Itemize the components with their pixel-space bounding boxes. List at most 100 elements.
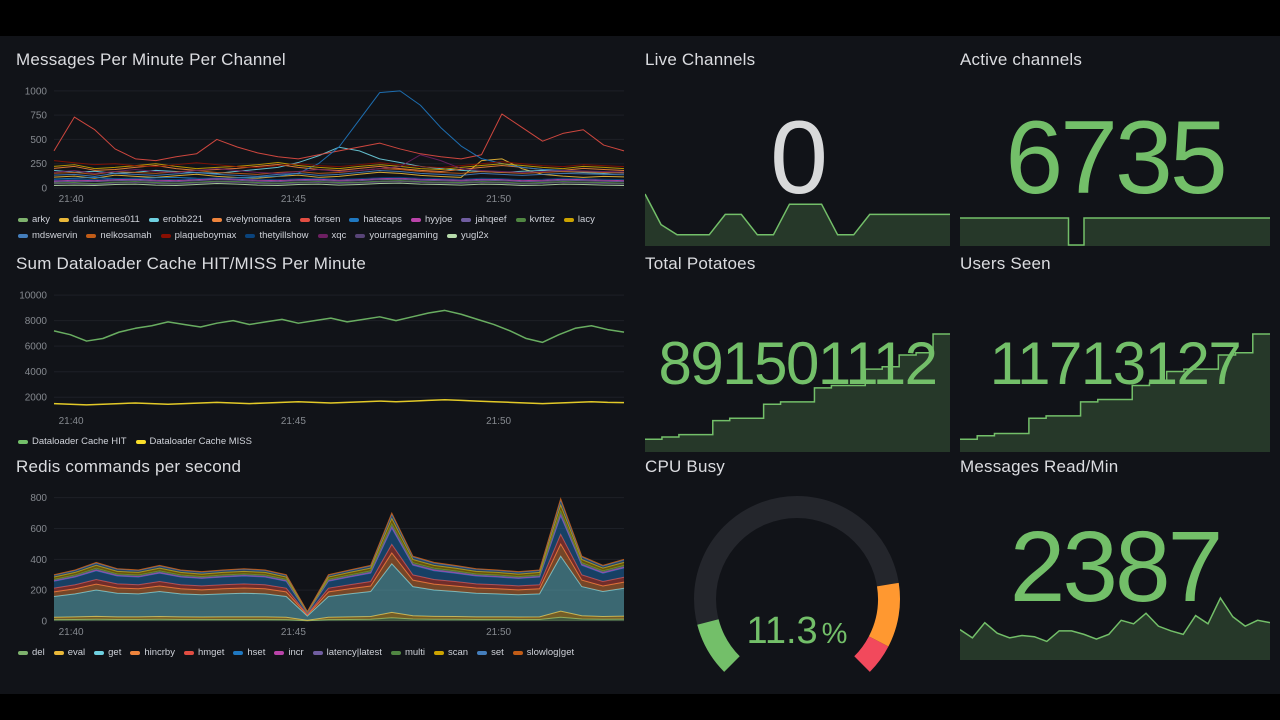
live-channels-value: 0	[770, 100, 828, 216]
legend-label: kvrtez	[529, 214, 555, 225]
active-channels-sparkline	[960, 217, 1270, 246]
svg-text:10000: 10000	[19, 291, 47, 302]
legend-item[interactable]: yourragegaming	[355, 230, 438, 241]
legend-item[interactable]: slowlog|get	[512, 647, 574, 658]
legend-color-dot	[312, 650, 323, 655]
svg-text:6000: 6000	[25, 342, 48, 353]
svg-text:500: 500	[30, 135, 47, 146]
panel-title-users-seen[interactable]: Users Seen	[960, 254, 1051, 273]
redis-chart: 800 600 400 200 0 21:40 21:45 21:50	[30, 493, 625, 638]
legend-label: latency|latest	[326, 647, 382, 658]
legend-item[interactable]: xqc	[317, 230, 347, 241]
legend-label: yugl2x	[461, 230, 489, 241]
panel-title-messages[interactable]: Messages Per Minute Per Channel	[16, 50, 286, 69]
legend-label: eval	[67, 647, 86, 658]
active-channels-value: 6735	[1005, 100, 1227, 216]
legend-color-dot	[461, 217, 472, 222]
messages-read-value: 2387	[1009, 511, 1223, 623]
legend-item[interactable]: thetyillshow	[245, 230, 309, 241]
legend-item[interactable]: hmget	[183, 647, 224, 658]
svg-text:4000: 4000	[25, 367, 48, 378]
legend-label: hincrby	[144, 647, 175, 658]
legend-item[interactable]: multi	[390, 647, 425, 658]
legend-color-dot	[355, 233, 366, 238]
legend-item[interactable]: mdswervin	[18, 230, 77, 241]
panel-title-active-channels[interactable]: Active channels	[960, 50, 1083, 69]
legend-item[interactable]: hset	[233, 647, 265, 658]
legend-item[interactable]: lacy	[563, 214, 595, 225]
legend-label: erobb221	[162, 214, 203, 225]
legend-label: nelkosamah	[100, 230, 152, 241]
svg-text:200: 200	[30, 586, 47, 597]
svg-text:0: 0	[41, 617, 47, 628]
legend-item[interactable]: Dataloader Cache HIT	[18, 436, 127, 447]
legend-item[interactable]: arky	[18, 214, 50, 225]
legend-item[interactable]: Dataloader Cache MISS	[135, 436, 252, 447]
panel-title-messages-read[interactable]: Messages Read/Min	[960, 457, 1119, 476]
panel-title-total-potatoes[interactable]: Total Potatoes	[645, 254, 756, 273]
legend-item[interactable]: hatecaps	[349, 214, 402, 225]
legend-item[interactable]: plaqueboymax	[160, 230, 237, 241]
legend-item[interactable]: evelynomadera	[212, 214, 291, 225]
legend-color-dot	[390, 650, 401, 655]
legend-item[interactable]: hyyjoe	[410, 214, 452, 225]
legend-item[interactable]: dankmemes011	[58, 214, 140, 225]
legend-label: get	[108, 647, 122, 658]
panel-title-cache[interactable]: Sum Dataloader Cache HIT/MISS Per Minute	[16, 254, 367, 273]
svg-text:21:40: 21:40	[59, 194, 84, 204]
total-potatoes-sparkline	[645, 333, 950, 452]
legend-item[interactable]: kvrtez	[515, 214, 555, 225]
legend-item[interactable]: del	[18, 647, 45, 658]
legend-color-dot	[160, 233, 171, 238]
svg-text:11.3%: 11.3%	[747, 610, 848, 652]
panel-messages-read: Messages Read/Min 2387	[960, 455, 1270, 660]
panel-cpu-busy: CPU Busy 11.3%	[645, 455, 950, 675]
legend-item[interactable]: set	[477, 647, 504, 658]
users-seen-sparkline	[960, 333, 1270, 452]
legend-color-dot	[212, 217, 222, 222]
svg-text:8000: 8000	[25, 316, 48, 327]
redis-legend: del eval get hincrby hmget hset incr latency|la…	[16, 647, 628, 658]
legend-item[interactable]: get	[94, 647, 121, 658]
panel-messages-per-minute: Messages Per Minute Per Channel 1000 750 5…	[16, 48, 628, 248]
legend-item[interactable]: latency|latest	[312, 647, 382, 658]
legend-color-dot	[183, 650, 194, 655]
legend-color-dot	[58, 217, 69, 222]
legend-item[interactable]: eval	[53, 647, 86, 658]
panel-title-cpu-busy[interactable]: CPU Busy	[645, 457, 726, 476]
svg-text:750: 750	[30, 111, 47, 122]
legend-color-dot	[18, 650, 28, 655]
legend-item[interactable]: hincrby	[130, 647, 175, 658]
cache-legend: Dataloader Cache HIT Dataloader Cache MIS…	[16, 436, 628, 447]
legend-item[interactable]: yugl2x	[447, 230, 488, 241]
legend-label: set	[491, 647, 504, 658]
legend-color-dot	[135, 439, 146, 444]
legend-label: lacy	[577, 214, 595, 225]
legend-item[interactable]: forsen	[299, 214, 341, 225]
messages-read-sparkline	[960, 596, 1270, 660]
legend-label: plaqueboymax	[174, 230, 237, 241]
svg-text:1000: 1000	[25, 86, 48, 97]
panel-title-live-channels[interactable]: Live Channels	[645, 50, 756, 69]
dashboard-background	[0, 36, 1280, 694]
panel-redis-commands: Redis commands per second 800 600 400 200 0 2…	[16, 455, 628, 660]
svg-text:21:40: 21:40	[59, 416, 84, 426]
legend-color-dot	[130, 650, 141, 655]
svg-text:21:40: 21:40	[59, 627, 84, 637]
legend-item[interactable]: nelkosamah	[86, 230, 152, 241]
legend-item[interactable]: erobb221	[148, 214, 203, 225]
legend-label: arky	[32, 214, 50, 225]
legend-label: evelynomadera	[226, 214, 291, 225]
legend-item[interactable]: incr	[274, 647, 304, 658]
legend-label: dankmemes011	[72, 214, 140, 225]
legend-item[interactable]: jahqeef	[461, 214, 507, 225]
panel-active-channels: Active channels 6735	[960, 48, 1270, 246]
legend-label: xqc	[331, 230, 347, 241]
total-potatoes-value: 891501112	[658, 330, 938, 397]
legend-color-dot	[86, 233, 97, 238]
legend-label: Dataloader Cache HIT	[32, 436, 127, 447]
legend-label: forsen	[313, 214, 341, 225]
panel-title-redis[interactable]: Redis commands per second	[16, 457, 242, 476]
legend-item[interactable]: scan	[434, 647, 468, 658]
